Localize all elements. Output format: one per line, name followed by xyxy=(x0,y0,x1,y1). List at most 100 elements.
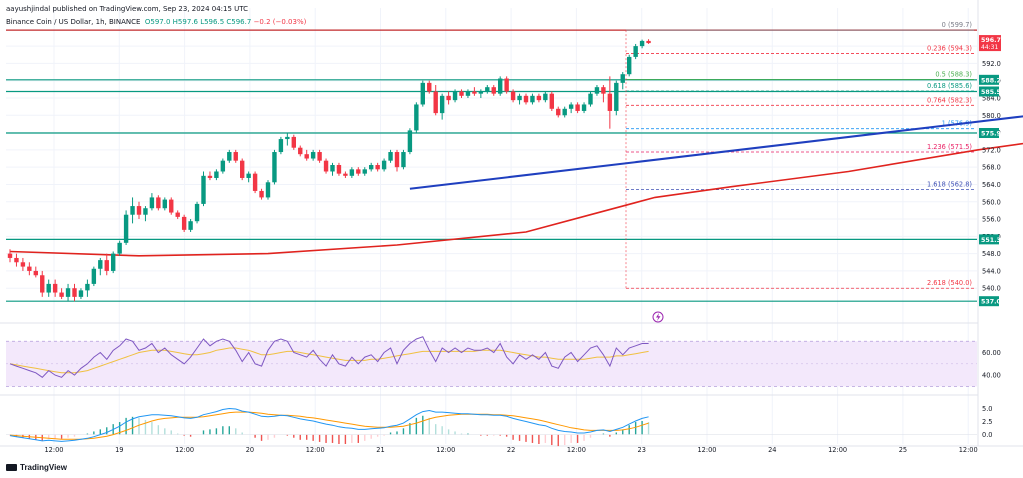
candle-body xyxy=(188,221,193,230)
time-tick-label: 21 xyxy=(376,446,384,454)
candle xyxy=(181,214,187,233)
candle-body xyxy=(498,78,503,94)
tradingview-brand[interactable]: TradingView xyxy=(6,463,67,472)
fib-label: 0.236 (594.3) xyxy=(927,44,972,52)
candle xyxy=(491,85,496,96)
candle xyxy=(336,162,342,176)
candle-body xyxy=(246,173,251,178)
candle xyxy=(459,89,464,98)
candle xyxy=(149,193,155,211)
candle-body xyxy=(401,152,406,168)
candle-body xyxy=(459,91,464,96)
candle xyxy=(401,149,406,170)
candle-body xyxy=(149,197,155,209)
candle-body xyxy=(349,169,355,176)
candle-body xyxy=(465,91,471,96)
candle xyxy=(465,89,471,98)
fib-label: 1.236 (571.5) xyxy=(927,143,972,151)
time-axis[interactable]: 12:00 19 12:00 20 12:00 21 12:00 22 12:00 23 12:00… xyxy=(44,446,977,454)
candle xyxy=(620,72,625,90)
candle-body xyxy=(620,74,625,83)
candle-body xyxy=(439,95,445,114)
candle xyxy=(510,89,516,103)
candle xyxy=(433,85,438,116)
candle-body xyxy=(627,56,632,75)
candle-body xyxy=(575,104,580,111)
candle-body xyxy=(201,175,206,204)
candle-body xyxy=(452,91,458,101)
candle-body xyxy=(252,173,258,191)
candle xyxy=(427,80,432,94)
time-tick-label: 25 xyxy=(899,446,907,454)
candle xyxy=(227,149,232,163)
candle xyxy=(388,149,393,163)
trendline-line xyxy=(409,115,1023,190)
ma-line xyxy=(9,142,1023,257)
candle-body xyxy=(156,197,161,209)
candle xyxy=(498,76,503,96)
macd-line xyxy=(9,407,649,442)
candle xyxy=(375,162,380,172)
candle xyxy=(536,93,542,103)
candle xyxy=(646,39,651,44)
candle xyxy=(504,76,509,94)
candle-body xyxy=(181,216,187,230)
candle-body xyxy=(214,171,219,178)
candle-body xyxy=(117,242,122,254)
current-price-tag xyxy=(979,35,1001,52)
fib-label: 0.764 (582.3) xyxy=(927,96,972,104)
candle xyxy=(317,149,322,163)
candle-body xyxy=(530,95,535,103)
fib-label: 2.618 (540.0) xyxy=(927,279,972,287)
candle-body xyxy=(388,152,393,161)
candle xyxy=(291,134,296,150)
candle xyxy=(323,158,329,174)
candle-body xyxy=(317,152,322,161)
candle xyxy=(562,106,567,118)
candle xyxy=(278,136,284,155)
candle-body xyxy=(394,152,400,168)
candle xyxy=(175,210,180,220)
candle-body xyxy=(381,160,387,170)
time-tick-label: 12:00 xyxy=(959,446,978,454)
candle-body xyxy=(646,40,651,44)
candle xyxy=(240,158,245,181)
candle-body xyxy=(20,262,26,267)
candle-body xyxy=(323,160,329,172)
candle-body xyxy=(285,136,290,140)
price-tick-label: 580.0 xyxy=(982,112,1001,120)
candle xyxy=(362,167,367,176)
candle-body xyxy=(162,199,167,209)
candles xyxy=(7,39,651,302)
candle-body xyxy=(85,283,90,291)
level-tag-label: 537.0 xyxy=(981,299,1002,306)
level-tags: 588.2 585.5 575.9 551.3 537.0 596.744:31 xyxy=(979,35,1002,307)
lightning-bolt-icon[interactable] xyxy=(652,311,664,323)
candle-body xyxy=(510,91,516,101)
candle-body xyxy=(523,95,529,103)
candle-body xyxy=(633,46,638,57)
price-tick-label: 572.0 xyxy=(982,146,1001,154)
candle-body xyxy=(407,130,413,153)
candle xyxy=(310,149,316,161)
trendline[interactable] xyxy=(409,96,1023,190)
candle-body xyxy=(136,206,142,215)
price-tick-label: 560.0 xyxy=(982,198,1001,206)
price-tick-label: 556.0 xyxy=(982,216,1001,224)
macd-tick-label: 0.0 xyxy=(982,431,993,439)
time-tick-label: 24 xyxy=(768,446,776,454)
candle xyxy=(607,76,613,129)
time-tick-label: 12:00 xyxy=(436,446,455,454)
candle xyxy=(588,91,593,107)
candle-body xyxy=(601,87,606,94)
candle-body xyxy=(588,93,593,105)
change-value: −0.2 (−0.03%) xyxy=(253,18,307,26)
rsi-ma-line xyxy=(9,347,649,374)
rsi-line xyxy=(9,336,649,378)
level-tag-label: 588.2 xyxy=(981,77,1001,84)
candle xyxy=(111,251,116,274)
candle-body xyxy=(375,165,380,170)
candle-body xyxy=(33,270,38,276)
candle xyxy=(543,91,548,103)
